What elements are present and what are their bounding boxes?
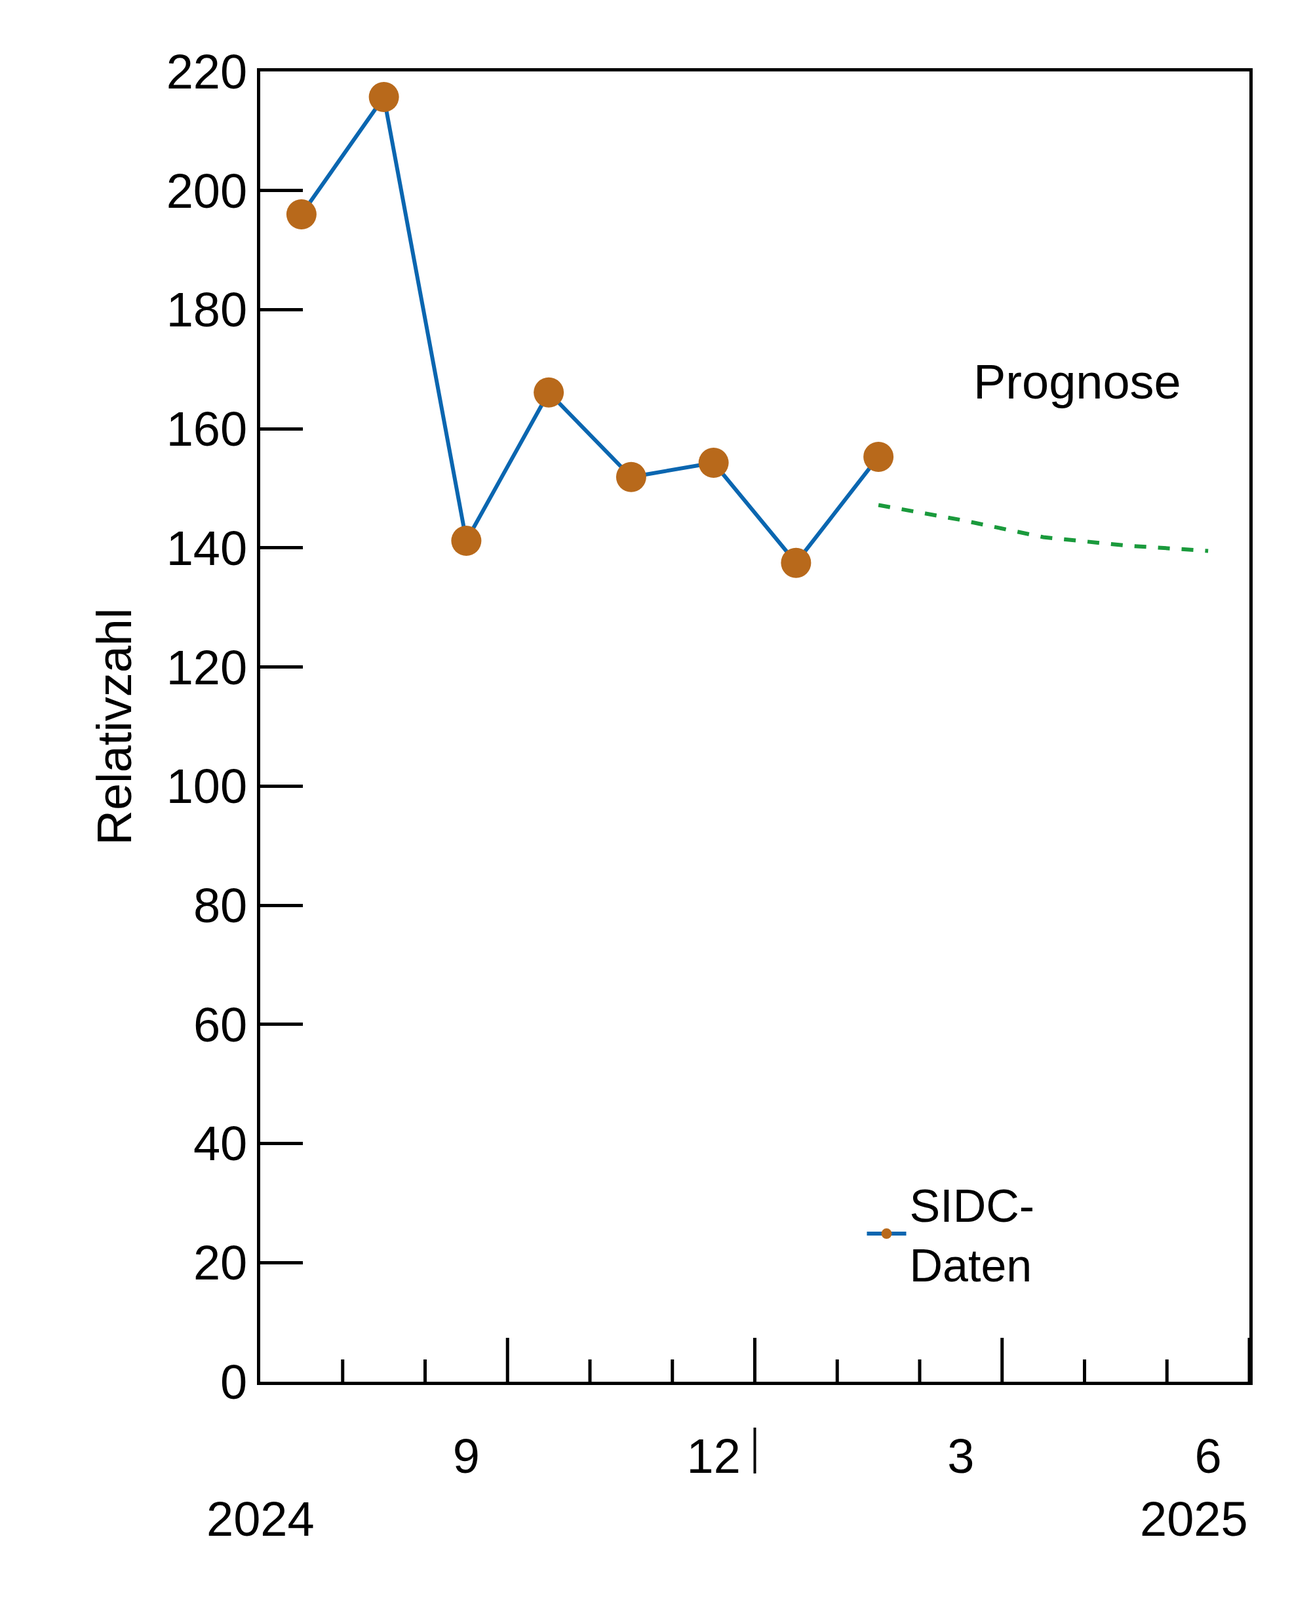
svg-text:12: 12 [686,1428,741,1484]
svg-text:2024: 2024 [206,1491,315,1547]
svg-text:6: 6 [1194,1428,1222,1484]
svg-text:Relativzahl: Relativzahl [87,608,142,846]
svg-text:140: 140 [166,521,248,576]
svg-text:100: 100 [166,759,248,814]
svg-text:Prognose: Prognose [973,354,1182,410]
svg-text:60: 60 [193,997,248,1053]
svg-text:160: 160 [166,401,248,457]
svg-text:0: 0 [220,1354,248,1410]
svg-text:120: 120 [166,640,248,695]
svg-text:200: 200 [166,163,248,219]
svg-text:9: 9 [452,1428,480,1484]
svg-text:20: 20 [193,1235,248,1291]
svg-text:2025: 2025 [1139,1491,1249,1547]
svg-text:40: 40 [193,1116,248,1171]
svg-text:80: 80 [193,878,248,933]
svg-text:SIDC-Daten: SIDC-Daten [909,1180,1035,1292]
svg-text:3: 3 [947,1428,975,1484]
svg-text:180: 180 [166,282,248,337]
svg-text:220: 220 [166,44,248,99]
